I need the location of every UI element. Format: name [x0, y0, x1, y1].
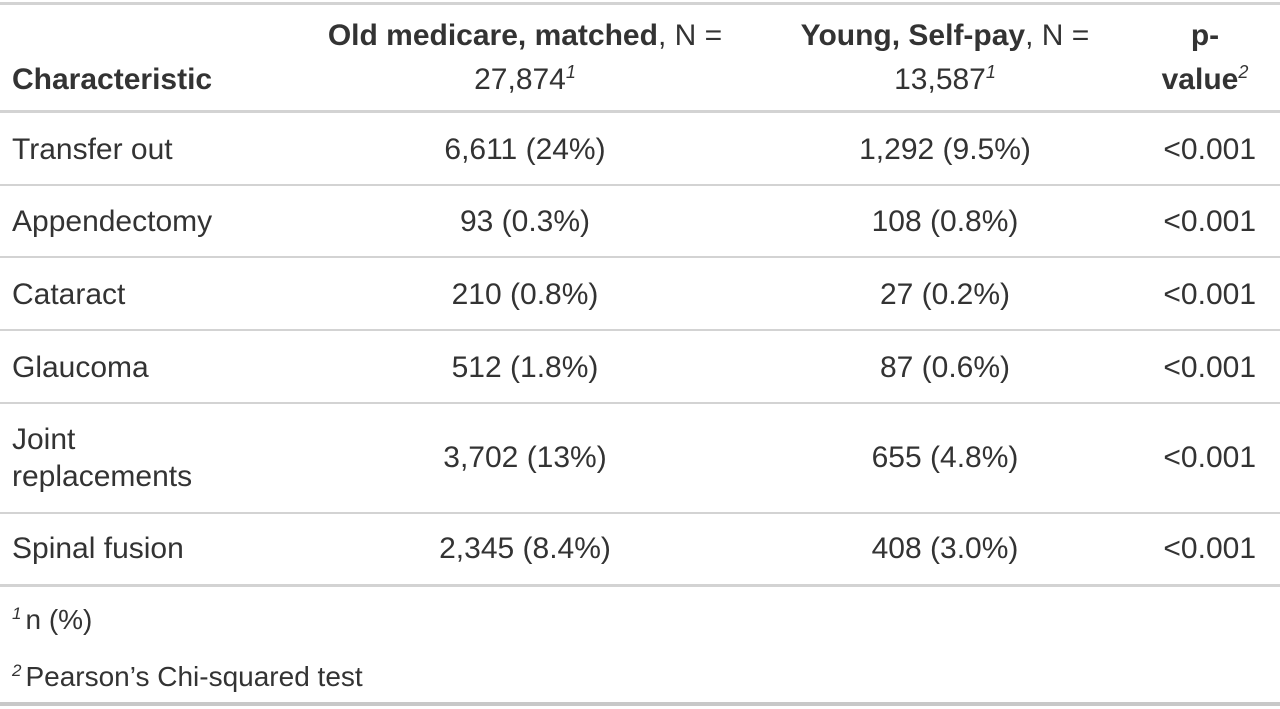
header-pvalue-label: value [1161, 63, 1239, 96]
header-pvalue-line1: p- [1190, 19, 1220, 52]
header-young-selfpay-count-line: 13,5871 [770, 62, 1120, 98]
cell-old-medicare: 512 (1.8%) [451, 351, 599, 384]
cell-old-medicare: 3,702 (13%) [443, 441, 607, 474]
cell-old-medicare: 6,611 (24%) [444, 133, 606, 166]
header-young-selfpay-label: Young, Self-pay [800, 19, 1026, 52]
header-pvalue-line2: value2 [1140, 62, 1270, 98]
table-bottom-rule [0, 702, 1280, 706]
cell-old-medicare: 2,345 (8.4%) [439, 532, 611, 565]
cell-pvalue: <0.001 [1163, 205, 1256, 238]
row-label: Spinal fusion [12, 532, 184, 565]
header-young-selfpay-n: , N = [1025, 19, 1090, 52]
cell-old-medicare: 210 (0.8%) [451, 278, 599, 311]
header-young-selfpay-footnote-ref: 1 [985, 62, 996, 82]
header-old-medicare-n: , N = [657, 19, 723, 52]
header-old-medicare-footnote-ref: 1 [565, 62, 576, 82]
row-label: Glaucoma [12, 351, 149, 384]
cell-young-selfpay: 27 (0.2%) [879, 278, 1011, 311]
body-bottom-rule [0, 584, 1280, 587]
cell-pvalue: <0.001 [1163, 133, 1256, 166]
footnote-2-marker: 2 [12, 660, 22, 680]
row-divider [0, 512, 1280, 514]
header-old-medicare-count: 27,874 [474, 63, 566, 96]
header-old-medicare: Old medicare, matched, N = [290, 18, 760, 54]
row-divider [0, 184, 1280, 186]
cell-old-medicare: 93 (0.3%) [459, 205, 591, 238]
cell-young-selfpay: 108 (0.8%) [871, 205, 1019, 238]
footnote-1-text: n (%) [25, 604, 93, 635]
footnote-1-marker: 1 [12, 603, 22, 623]
row-label: Appendectomy [12, 205, 213, 238]
cell-pvalue: <0.001 [1163, 441, 1256, 474]
header-characteristic: Characteristic [12, 63, 213, 96]
row-divider [0, 256, 1280, 258]
header-young-selfpay-count: 13,587 [894, 63, 986, 96]
cell-young-selfpay: 87 (0.6%) [879, 351, 1011, 384]
row-label-line2: replacements [12, 460, 193, 493]
cell-pvalue: <0.001 [1163, 351, 1256, 384]
row-divider [0, 329, 1280, 331]
footnote-2-text: Pearson’s Chi-squared test [25, 661, 363, 692]
cell-pvalue: <0.001 [1163, 532, 1256, 565]
row-divider [0, 402, 1280, 404]
cell-pvalue: <0.001 [1163, 278, 1256, 311]
header-old-medicare-count-line: 27,8741 [290, 62, 760, 98]
cell-young-selfpay: 655 (4.8%) [871, 441, 1019, 474]
header-young-selfpay: Young, Self-pay, N = [770, 18, 1120, 54]
row-label: Cataract [12, 278, 126, 311]
table-top-rule [0, 2, 1280, 5]
footnote-2: 2 Pearson’s Chi-squared test [12, 660, 363, 694]
row-label: Transfer out [12, 133, 173, 166]
cell-young-selfpay: 408 (3.0%) [871, 532, 1019, 565]
cell-young-selfpay: 1,292 (9.5%) [859, 133, 1031, 166]
header-pvalue-footnote-ref: 2 [1238, 62, 1249, 82]
header-old-medicare-label: Old medicare, matched [327, 19, 658, 52]
header-bottom-rule [0, 110, 1280, 113]
row-label-line1: Joint [12, 423, 76, 456]
